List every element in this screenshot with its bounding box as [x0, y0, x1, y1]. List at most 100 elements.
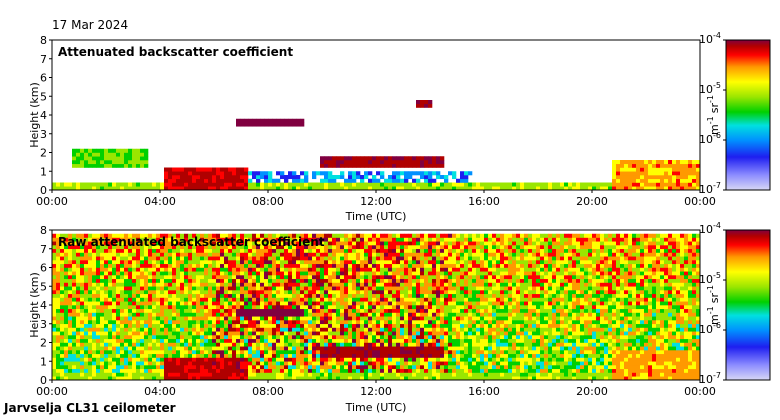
heatmap-cell	[132, 335, 137, 340]
heatmap-cell	[424, 160, 429, 165]
heatmap-cell	[424, 293, 429, 298]
heatmap-cell	[216, 167, 221, 172]
heatmap-cell	[324, 342, 329, 347]
heatmap-cell	[408, 156, 413, 161]
heatmap-cell	[276, 260, 281, 265]
heatmap-cell	[348, 342, 353, 347]
heatmap-cell	[104, 293, 109, 298]
heatmap-cell	[444, 372, 449, 377]
heatmap-cell	[128, 267, 133, 272]
heatmap-cell	[124, 241, 129, 246]
heatmap-cell	[200, 357, 205, 362]
heatmap-cell	[404, 175, 409, 180]
heatmap-cell	[504, 182, 509, 187]
heatmap-cell	[280, 122, 285, 127]
heatmap-cell	[388, 357, 393, 362]
heatmap-cell	[336, 163, 341, 168]
heatmap-cell	[272, 327, 277, 332]
heatmap-cell	[416, 368, 421, 373]
heatmap-cell	[388, 252, 393, 257]
heatmap-cell	[320, 320, 325, 325]
heatmap-cell	[88, 278, 93, 283]
heatmap-cell	[220, 297, 225, 302]
heatmap-cell	[416, 346, 421, 351]
heatmap-cell	[84, 342, 89, 347]
heatmap-cell	[136, 308, 141, 313]
heatmap-cell	[368, 252, 373, 257]
heatmap-cell	[184, 233, 189, 238]
heatmap-cell	[112, 365, 117, 370]
heatmap-cell	[232, 323, 237, 328]
heatmap-cell	[456, 353, 461, 358]
heatmap-cell	[224, 301, 229, 306]
heatmap-cell	[212, 372, 217, 377]
heatmap-cell	[284, 175, 289, 180]
heatmap-cell	[244, 282, 249, 287]
heatmap-cell	[432, 342, 437, 347]
heatmap-cell	[464, 233, 469, 238]
heatmap-cell	[636, 167, 641, 172]
heatmap-cell	[148, 263, 153, 268]
heatmap-cell	[244, 267, 249, 272]
heatmap-cell	[164, 248, 169, 253]
heatmap-cell	[52, 182, 57, 187]
heatmap-cell	[196, 178, 201, 183]
heatmap-cell	[144, 368, 149, 373]
colorbar-unit-label: m-1sr-1	[706, 95, 721, 135]
heatmap-cell	[312, 260, 317, 265]
heatmap-cell	[80, 293, 85, 298]
heatmap-cell	[332, 301, 337, 306]
heatmap-cell	[124, 260, 129, 265]
heatmap-cell	[356, 368, 361, 373]
heatmap-cell	[176, 320, 181, 325]
heatmap-cell	[336, 245, 341, 250]
heatmap-cell	[264, 267, 269, 272]
heatmap-cell	[192, 372, 197, 377]
heatmap-cell	[308, 260, 313, 265]
heatmap-cell	[120, 357, 125, 362]
heatmap-cell	[84, 305, 89, 310]
heatmap-cell	[408, 260, 413, 265]
heatmap-cell	[332, 323, 337, 328]
heatmap-cell	[264, 338, 269, 343]
heatmap-cell	[92, 260, 97, 265]
heatmap-cell	[180, 256, 185, 261]
heatmap-cell	[276, 372, 281, 377]
heatmap-cell	[108, 376, 113, 381]
heatmap-cell	[208, 353, 213, 358]
heatmap-cell	[428, 186, 433, 191]
heatmap-cell	[424, 346, 429, 351]
heatmap-cell	[452, 175, 457, 180]
heatmap-cell	[564, 186, 569, 191]
heatmap-cell	[332, 331, 337, 336]
heatmap-cell	[128, 320, 133, 325]
heatmap-cell	[216, 260, 221, 265]
heatmap-cell	[96, 320, 101, 325]
heatmap-cell	[388, 290, 393, 295]
heatmap-cell	[324, 252, 329, 257]
heatmap-cell	[444, 241, 449, 246]
heatmap-cell	[652, 171, 657, 176]
heatmap-cell	[268, 327, 273, 332]
heatmap-cell	[184, 323, 189, 328]
heatmap-cell	[128, 308, 133, 313]
heatmap-cell	[352, 320, 357, 325]
heatmap-cell	[80, 182, 85, 187]
heatmap-cell	[268, 118, 273, 123]
heatmap-cell	[292, 271, 297, 276]
heatmap-cell	[272, 182, 277, 187]
heatmap-cell	[112, 233, 117, 238]
heatmap-cell	[128, 241, 133, 246]
heatmap-cell	[160, 248, 165, 253]
heatmap-cell	[316, 233, 321, 238]
heatmap-cell	[88, 252, 93, 257]
heatmap-cell	[244, 357, 249, 362]
heatmap-cell	[116, 148, 121, 153]
heatmap-cell	[60, 335, 65, 340]
heatmap-cell	[308, 323, 313, 328]
heatmap-cell	[272, 316, 277, 321]
heatmap-cell	[176, 282, 181, 287]
heatmap-cell	[432, 335, 437, 340]
heatmap-cell	[376, 252, 381, 257]
heatmap-cell	[304, 297, 309, 302]
